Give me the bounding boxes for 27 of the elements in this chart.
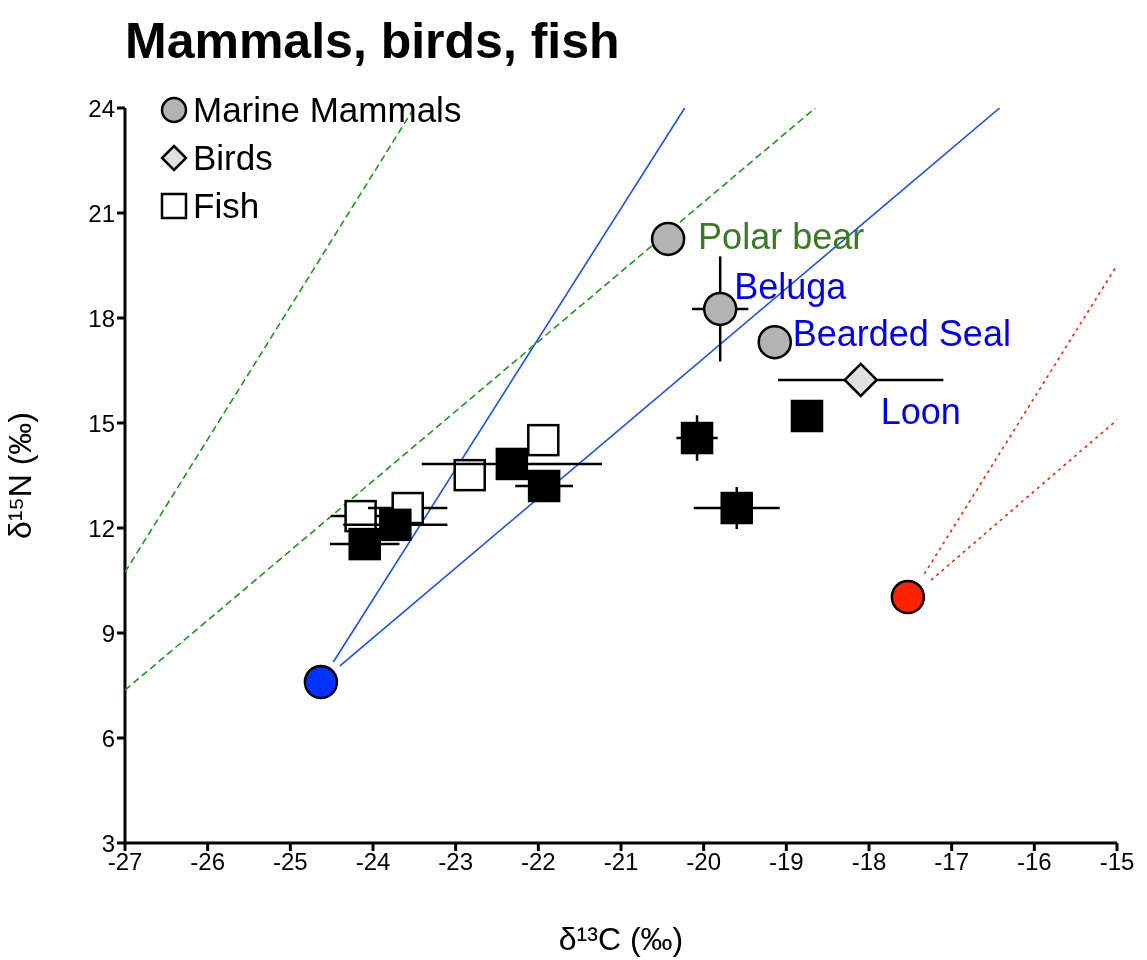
- annotation: Bearded Seal: [792, 312, 1011, 357]
- x-tick-label: -17: [934, 848, 970, 876]
- x-tick-label: -19: [768, 848, 804, 876]
- y-tick-label: 12: [88, 514, 115, 542]
- y-tick-label: 9: [101, 619, 115, 647]
- x-tick-label: -15: [1099, 848, 1135, 876]
- x-tick-label: -21: [603, 848, 639, 876]
- annotation: Loon: [880, 389, 961, 434]
- x-axis-title: δ¹³C (‰): [558, 921, 684, 957]
- y-tick-label: 21: [88, 199, 115, 227]
- y-tick-label: 18: [88, 304, 115, 332]
- x-tick-label: -26: [190, 848, 226, 876]
- y-tick-label: 15: [88, 409, 115, 437]
- x-tick-label: -23: [438, 848, 474, 876]
- x-tick-label: -25: [272, 848, 308, 876]
- legend-label: Fish: [193, 185, 260, 227]
- x-tick-label: -18: [851, 848, 887, 876]
- x-tick-label: -16: [1016, 848, 1052, 876]
- x-tick-label: -24: [355, 848, 391, 876]
- y-tick-label: 6: [101, 724, 115, 752]
- y-tick-label: 24: [88, 94, 115, 122]
- legend-label: Birds: [193, 137, 273, 179]
- y-axis-title: δ¹⁵N (‰): [2, 411, 39, 540]
- x-tick-label: -22: [520, 848, 556, 876]
- chart-title: Mammals, birds, fish: [125, 12, 620, 70]
- legend-label: Marine Mammals: [193, 89, 462, 131]
- x-tick-label: -20: [686, 848, 722, 876]
